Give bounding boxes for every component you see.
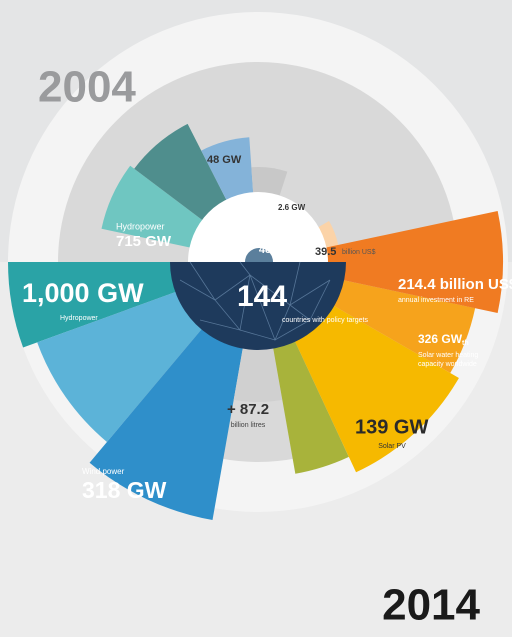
label: capacity worldwide [418, 361, 477, 368]
globe-mesh [179, 261, 331, 342]
value: 48 GW [207, 154, 242, 166]
year-2014: 2014 [382, 581, 480, 630]
small-globe [245, 248, 273, 262]
globe [170, 262, 346, 350]
subscript: th [462, 340, 469, 347]
value: 1,000 GW [22, 278, 144, 308]
label: billion litres [231, 422, 266, 429]
label: Solar water heating [418, 352, 478, 359]
value: 139 GW [355, 416, 428, 438]
value: 2.6 GW [278, 203, 306, 212]
value: 326 GW [418, 332, 463, 346]
value: 318 GW [82, 477, 167, 503]
value: 715 GW [116, 233, 172, 250]
year-2004: 2004 [38, 63, 136, 112]
value: 48 [259, 244, 271, 256]
value: 326 GWth [418, 332, 469, 347]
label: billion US$ [342, 249, 376, 256]
label: countries with policy targets [282, 317, 368, 324]
value: 144 [237, 280, 287, 313]
value: 39.5 [315, 246, 336, 258]
value: 214.4 billion US$ [398, 276, 512, 293]
label: Hydropower [116, 221, 165, 231]
label: annual investment in RE [398, 297, 474, 304]
label: Wind power [82, 467, 125, 476]
value: + 87.2 [227, 401, 269, 418]
label: Solar PV [378, 443, 406, 450]
label: Hydropower [60, 315, 98, 322]
wedge [258, 211, 503, 313]
